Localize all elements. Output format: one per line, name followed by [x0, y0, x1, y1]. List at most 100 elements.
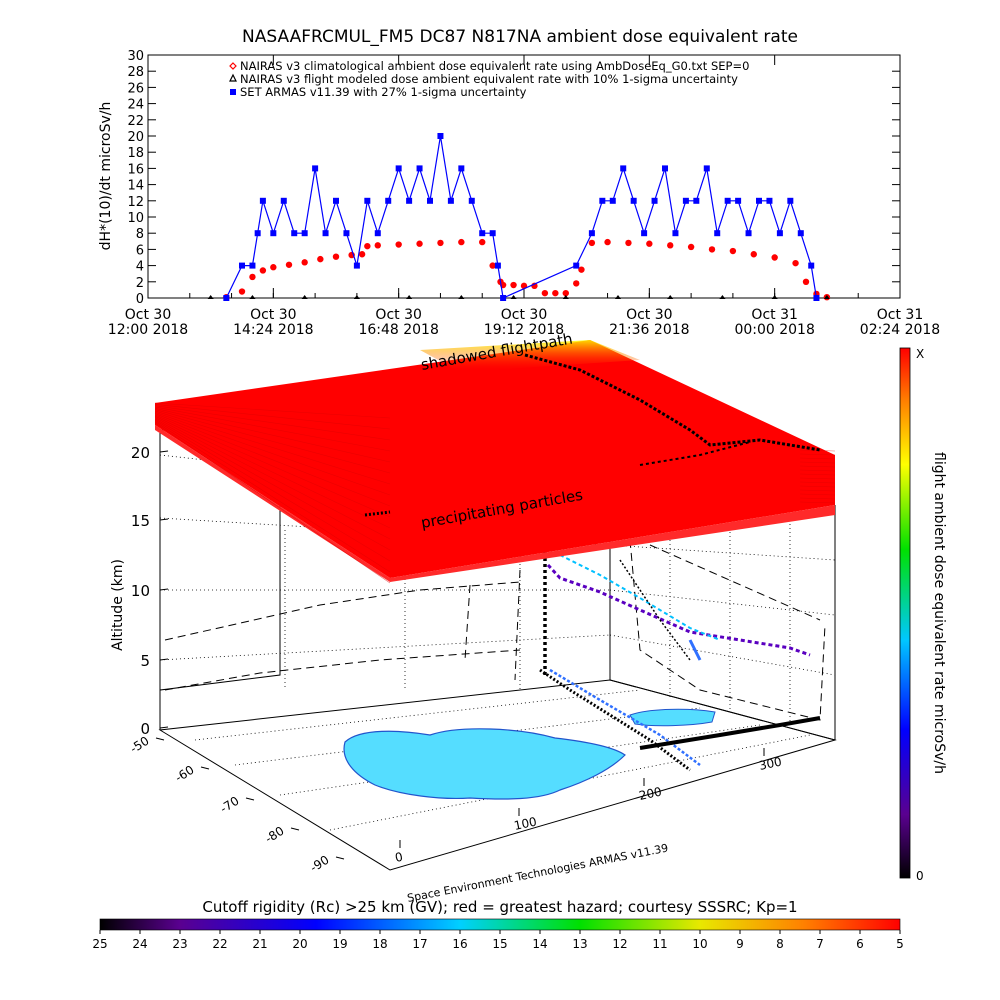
slab-stripe-layer [154, 402, 836, 584]
data-point [641, 230, 648, 237]
data-point [238, 288, 246, 295]
landmass-fragment [629, 708, 716, 727]
rc-tick-label: 25 [92, 937, 107, 951]
cutoff-rigidity-bar: Cutoff rigidity (Rc) >25 km (GV); red = … [92, 898, 903, 951]
slab-stripe [154, 402, 391, 419]
z-tick-label: 10 [131, 582, 150, 600]
wall-projections [164, 539, 826, 721]
lat-tick [335, 856, 345, 860]
data-point [771, 254, 778, 261]
rc-tick-label: 9 [736, 937, 744, 951]
y-tick-label: 26 [127, 81, 144, 96]
data-point [207, 295, 214, 299]
longitude-ticks: 0 100 200 300 [394, 748, 783, 865]
z-tick [159, 588, 169, 591]
data-point [541, 289, 549, 297]
data-point [609, 197, 616, 204]
slab-stripe [799, 481, 836, 484]
rc-tick-label: 21 [252, 937, 267, 951]
y-tick-label: 8 [136, 227, 144, 242]
slab-stripe [154, 406, 391, 452]
slab-stripe [154, 407, 391, 463]
x-tick-label: 14:24 2018 [233, 322, 313, 338]
slab-stripe [799, 489, 836, 492]
z-tick-label: 0 [140, 720, 150, 738]
colorbar-gradient [899, 347, 911, 879]
rc-ticks: 25 24 23 22 21 20 19 18 17 16 15 14 13 12 11 10 9 8 7 6 5 [92, 930, 904, 951]
slab-stripe [154, 417, 391, 540]
data-point [494, 262, 501, 269]
data-point [489, 262, 496, 269]
slab-stripe [154, 405, 391, 441]
data-point [578, 266, 585, 273]
x-tick-label: 19:12 2018 [484, 322, 564, 338]
data-point [254, 230, 261, 237]
data-point [510, 295, 517, 299]
data-point [427, 197, 433, 204]
data-point [771, 295, 778, 299]
x-tick-label: Oct 31 [751, 307, 797, 323]
data-point [317, 255, 324, 263]
legend: NAIRAS v3 climatological ambient dose eq… [229, 59, 749, 99]
lat-tick [290, 827, 300, 831]
data-point [766, 197, 773, 204]
z-tick [159, 726, 169, 729]
data-point [333, 197, 339, 204]
y-tick-label: 30 [127, 49, 144, 64]
data-point [458, 295, 465, 299]
rc-tick-label: 14 [532, 937, 547, 951]
lat-tick [245, 797, 255, 801]
latitude-ticks: -50-60-70-80-90 [128, 734, 345, 875]
data-point [437, 133, 444, 139]
data-point [552, 289, 559, 297]
y-tick-label: 2 [136, 276, 144, 291]
flight-3d-scene: shadowed flightpath precipitating partic… [110, 330, 837, 905]
data-point [588, 239, 596, 247]
x-tick-label: Oct 30 [250, 307, 296, 323]
lat-tick [155, 737, 165, 741]
slab-stripe [154, 409, 391, 474]
rc-tick-label: 24 [132, 937, 147, 951]
data-point [458, 238, 465, 246]
legend-marker [229, 62, 237, 70]
data-point [364, 242, 371, 250]
altitude-ticks: 0 5 10 15 20 [131, 444, 169, 738]
rc-tick-label: 22 [212, 937, 227, 951]
slab-stripe [799, 493, 836, 496]
slab-stripe [154, 419, 391, 562]
data-point [249, 295, 256, 299]
lon-tick-label: 300 [758, 754, 783, 772]
data-point [406, 295, 413, 299]
landmass [343, 728, 626, 800]
y-tick-label: 22 [127, 114, 144, 129]
dose-rate-time-series: NASAAFRCMUL_FM5 DC87 N817NA ambient dose… [98, 27, 940, 338]
rc-tick-label: 19 [332, 937, 347, 951]
slab-stripe [154, 415, 391, 529]
lat-tick-label: -90 [308, 853, 332, 875]
data-point [270, 230, 277, 237]
x-tick-label: Oct 30 [125, 307, 171, 323]
data-point [364, 197, 371, 204]
data-point [750, 251, 757, 258]
rc-tick-label: 16 [452, 937, 467, 951]
rc-bar-title: Cutoff rigidity (Rc) >25 km (GV); red = … [202, 898, 797, 916]
data-point [249, 273, 256, 281]
colorbar-top-label: X [916, 347, 924, 361]
slab-stripe [799, 457, 836, 460]
data-point [416, 165, 423, 172]
data-point [395, 165, 402, 172]
x-tick-label: 16:48 2018 [358, 322, 438, 338]
lon-tick-label: 0 [394, 850, 404, 865]
data-point [500, 295, 507, 301]
back-edge [609, 679, 836, 741]
data-point [662, 165, 668, 172]
slab-stripe [799, 461, 836, 464]
y-tick-label: 20 [127, 130, 144, 145]
data-point [312, 165, 319, 172]
z-tick [159, 450, 169, 453]
lat-tick-label: -60 [173, 763, 197, 785]
credit-text: Space Environment Technologies ARMAS v11… [406, 842, 669, 905]
colorbar-label: flight ambient dose equivalent rate micr… [931, 452, 947, 774]
altitude-label: Altitude (km) [110, 559, 126, 651]
